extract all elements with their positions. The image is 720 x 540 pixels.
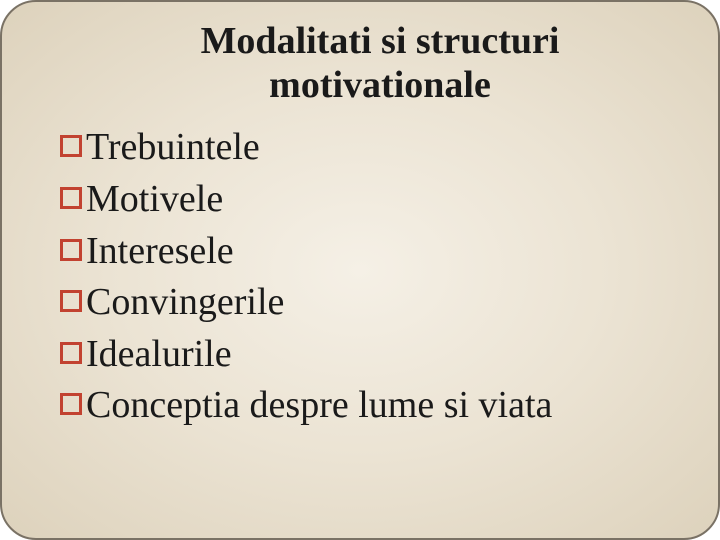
list-item: Interesele <box>60 229 668 275</box>
list-item-label: Motivele <box>86 177 223 223</box>
square-bullet-icon <box>60 290 82 312</box>
list-item-label: Convingerile <box>86 280 284 326</box>
slide-container: Modalitati si structuri motivationale Tr… <box>0 0 720 540</box>
list-item: Conceptia despre lume si viata <box>60 383 668 429</box>
list-item-label: Trebuintele <box>86 125 260 171</box>
square-bullet-icon <box>60 342 82 364</box>
square-bullet-icon <box>60 187 82 209</box>
list-item-label: Interesele <box>86 229 234 275</box>
slide-title: Modalitati si structuri motivationale <box>122 20 638 107</box>
list-item-label: Idealurile <box>86 332 232 378</box>
list-item: Trebuintele <box>60 125 668 171</box>
list-item-label: Conceptia despre lume si viata <box>86 383 552 429</box>
bullet-list: Trebuintele Motivele Interesele Convinge… <box>52 125 668 429</box>
list-item: Convingerile <box>60 280 668 326</box>
square-bullet-icon <box>60 393 82 415</box>
square-bullet-icon <box>60 135 82 157</box>
square-bullet-icon <box>60 239 82 261</box>
list-item: Motivele <box>60 177 668 223</box>
list-item: Idealurile <box>60 332 668 378</box>
